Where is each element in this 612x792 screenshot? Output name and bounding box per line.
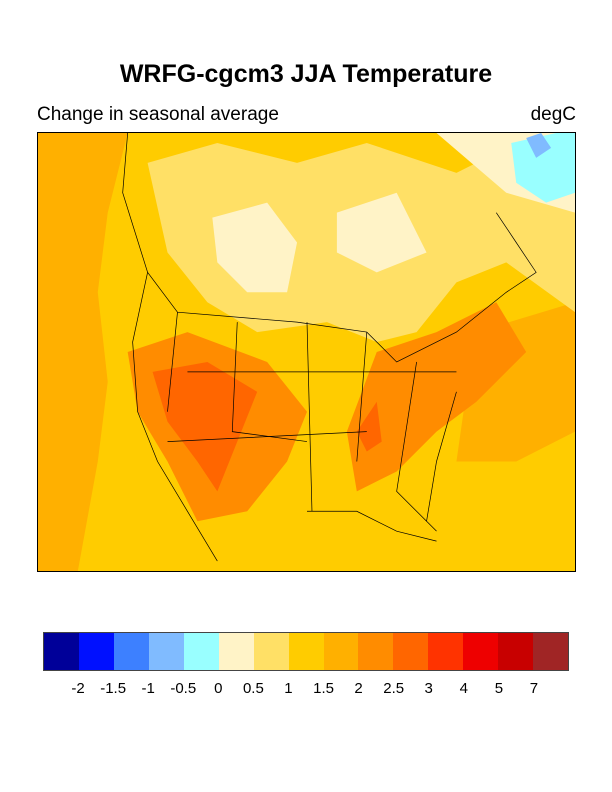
field-cyan <box>511 133 575 203</box>
colorbar-tick-label: 4 <box>459 680 468 697</box>
figure-title: WRFG-cgcm3 JJA Temperature <box>119 60 493 88</box>
colorbar-tick-label: 2 <box>354 680 363 697</box>
colorbar-swatch <box>218 633 254 670</box>
colorbar <box>43 632 569 671</box>
colorbar-swatch <box>463 633 499 670</box>
field-east-25 <box>346 302 527 492</box>
colorbar-tick-label: -1.5 <box>100 680 127 697</box>
colorbar-tick-label: 5 <box>494 680 504 697</box>
colorbar-tick-label: 7 <box>529 680 539 697</box>
colorbar-swatch <box>253 633 289 670</box>
field-west-3 <box>152 361 258 492</box>
units-label: degC <box>530 104 576 125</box>
field-east-3 <box>356 401 382 452</box>
colorbar-swatch <box>183 633 219 670</box>
colorbar-tick-label: 2.5 <box>383 680 405 697</box>
colorbar-swatch <box>358 633 394 670</box>
coastlines-borders <box>122 133 537 562</box>
colorbar-tick-label: -1 <box>141 680 155 697</box>
field-blue <box>526 133 552 158</box>
colorbar-tick-label: 0 <box>214 680 223 697</box>
colorbar-tick-label: -2 <box>71 680 85 697</box>
colorbar-swatch <box>533 633 569 670</box>
colorbar-swatch <box>393 633 429 670</box>
colorbar-swatch <box>44 633 79 670</box>
colorbar-swatch <box>498 633 534 670</box>
colorbar-swatch <box>288 633 324 670</box>
colorbar-swatch <box>428 633 464 670</box>
colorbar-tick-label: 3 <box>424 680 433 697</box>
colorbar-swatch <box>323 633 359 670</box>
colorbar-tick-label: 0.5 <box>242 680 264 697</box>
colorbar-swatch <box>78 633 114 670</box>
temperature-change-map <box>37 132 576 572</box>
field-canada-05b <box>336 192 427 273</box>
figure-subtitle: Change in seasonal average <box>37 104 279 125</box>
colorbar-tick-label: 1.5 <box>313 680 334 697</box>
colorbar-labels: -2 -1.5 -1 -0.5 0 0.5 1 1.5 2 2.5 3 4 5 7 <box>43 680 569 700</box>
colorbar-swatch <box>113 633 149 670</box>
colorbar-tick-label: 1 <box>284 680 293 697</box>
field-pacific-2 <box>38 133 128 571</box>
colorbar-tick-label: -0.5 <box>170 680 197 697</box>
colorbar-swatch <box>148 633 184 670</box>
field-canada-05 <box>212 202 298 293</box>
